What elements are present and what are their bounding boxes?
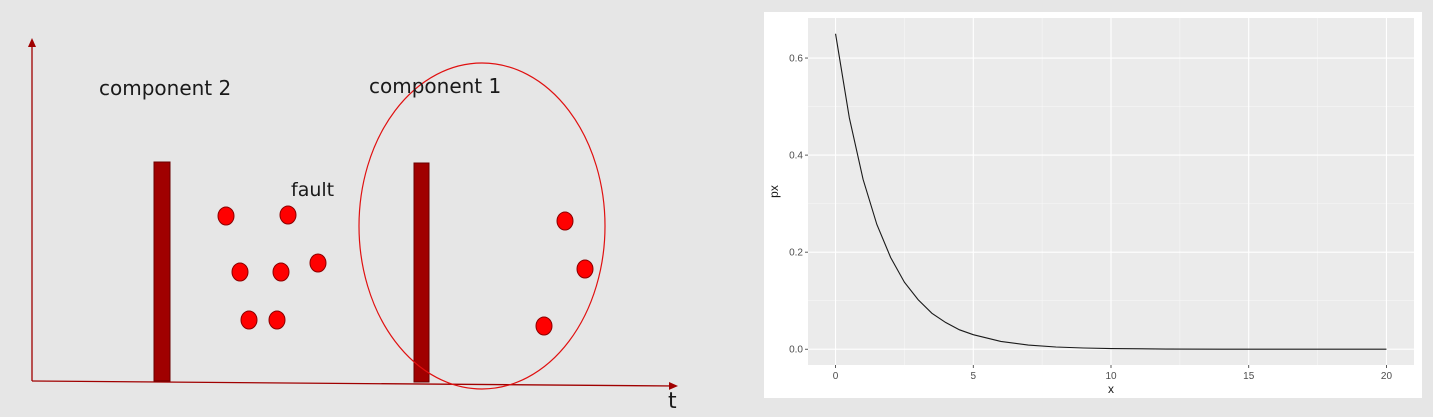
- fault-dot: [217, 206, 235, 226]
- series-layer: [835, 33, 1387, 350]
- y-tick-label: 0.2: [789, 248, 803, 259]
- x-tick-label: 10: [1105, 371, 1117, 382]
- component-fault-diagram: component 2 component 1 fault t: [28, 38, 678, 414]
- x-axis-ticks: 0 5 10 15 20: [833, 365, 1393, 382]
- x-tick-label: 15: [1243, 371, 1255, 382]
- y-tick-label: 0.0: [789, 345, 803, 356]
- component-1-bar: [413, 162, 430, 383]
- fault-dot: [268, 310, 286, 330]
- fault-dot: [279, 205, 297, 225]
- fault-dot: [556, 211, 574, 231]
- fault-dot: [576, 259, 594, 279]
- fault-dot: [309, 253, 327, 273]
- fault-dot: [535, 316, 553, 336]
- series-line: [835, 33, 1387, 350]
- component-2-bar: [153, 161, 171, 382]
- fault-dots: [217, 205, 594, 336]
- x-tick-label: 20: [1381, 371, 1393, 382]
- line-plot-panel: 0 5 10 15 20 0.0 0.2 0.4 0.6 x px: [764, 12, 1422, 398]
- x-tick-label: 0: [833, 371, 839, 382]
- line-plot: 0 5 10 15 20 0.0 0.2 0.4 0.6 x px: [767, 18, 1414, 396]
- component-1-label: component 1: [369, 74, 501, 98]
- fault-dot: [231, 262, 249, 282]
- time-axis: [31, 380, 678, 390]
- component-2-label: component 2: [99, 76, 231, 100]
- x-axis-title: x: [1108, 382, 1114, 396]
- x-tick-label: 5: [970, 371, 976, 382]
- y-tick-label: 0.6: [789, 54, 803, 65]
- y-tick-label: 0.4: [789, 151, 803, 162]
- y-axis-ticks: 0.0 0.2 0.4 0.6: [789, 54, 808, 356]
- fault-label: fault: [291, 179, 334, 201]
- y-axis-title: px: [767, 185, 781, 198]
- component-1-highlight-ellipse: [358, 62, 606, 390]
- time-axis-label: t: [668, 389, 677, 414]
- fault-dot: [240, 310, 258, 330]
- fault-dot: [272, 262, 290, 282]
